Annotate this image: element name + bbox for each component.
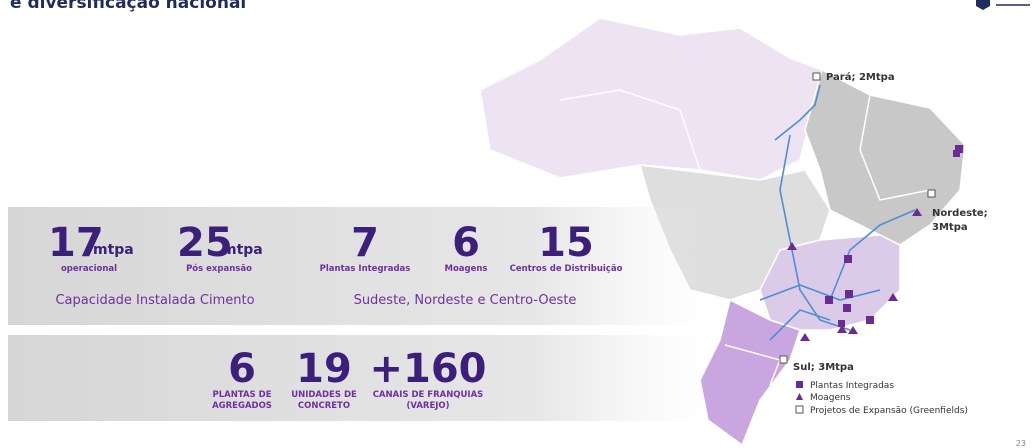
brazil-map [479, 17, 966, 447]
stat-value: 7 [351, 220, 379, 266]
stats-band [8, 207, 708, 325]
map-label: Nordeste; [932, 208, 988, 219]
map-label: 3Mtpa [932, 222, 968, 233]
stat-value: 19 [296, 346, 352, 392]
map-label: Pará; 2Mtpa [826, 71, 895, 83]
stat-value: 6 [452, 220, 480, 266]
stat-label: CONCRETO [298, 401, 350, 411]
stat-unit: mtpa [93, 242, 134, 258]
stat-label: CANAIS DE FRANQUIAS [373, 390, 484, 400]
map-label: Sul; 3Mtpa [793, 362, 854, 373]
legend-label: Moagens [810, 393, 851, 403]
stat-label: Pós expansão [186, 263, 252, 274]
stat-label: UNIDADES DE [291, 390, 357, 400]
stat-label: Moagens [445, 264, 488, 274]
slide-title: e diversificação nacional [10, 0, 246, 13]
stat-caption: Capacidade Instalada Cimento [55, 293, 254, 308]
stat-value: +160 [369, 346, 486, 392]
stat-label: PLANTAS DE [213, 390, 272, 400]
stats-band [8, 335, 708, 421]
stat-unit: mtpa [222, 242, 263, 258]
stat-value: 6 [228, 346, 256, 392]
stat-caption: Sudeste, Nordeste e Centro-Oeste [354, 293, 577, 308]
stat-label: (VAREJO) [406, 401, 449, 411]
legend-label: Projetos de Expansão (Greenfields) [810, 406, 968, 416]
stat-value: 15 [538, 220, 594, 266]
stat-value: 17 [48, 220, 104, 266]
stat-label: Plantas Integradas [320, 264, 411, 274]
stat-label: operacional [61, 264, 117, 274]
stat-label: Centros de Distribuição [510, 264, 623, 274]
stat-label: AGREGADOS [212, 401, 272, 411]
stat-value: 25 [177, 220, 233, 266]
logo [976, 0, 1030, 10]
legend: Plantas Integradas Moagens Projetos de E… [795, 381, 968, 416]
legend-label: Plantas Integradas [810, 381, 894, 391]
page-number: 23 [1016, 439, 1026, 448]
